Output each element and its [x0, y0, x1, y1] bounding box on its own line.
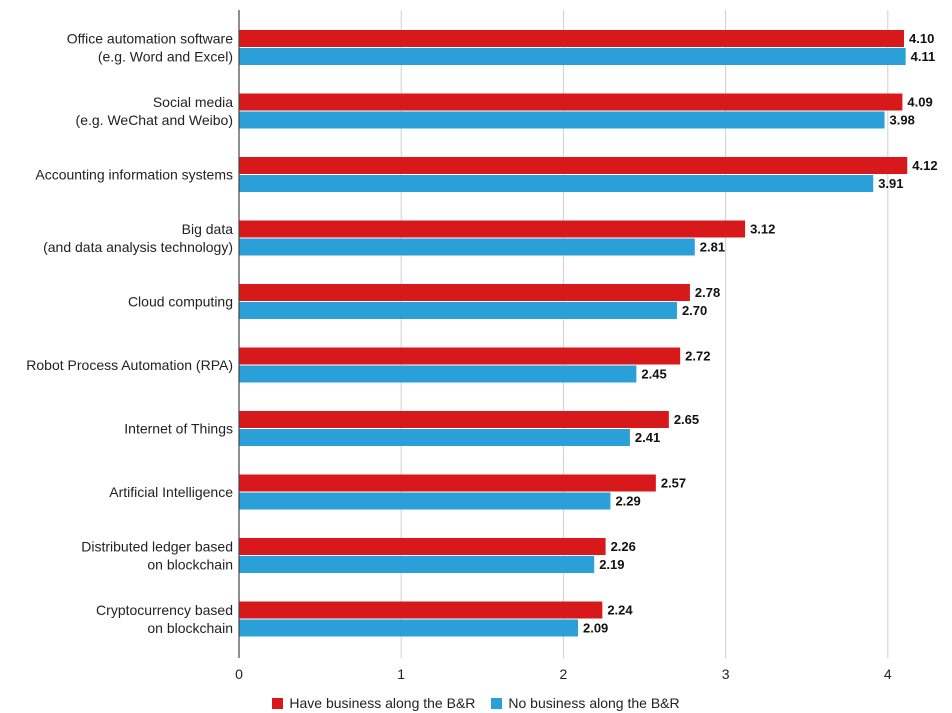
value-label: 2.24 [607, 603, 633, 618]
bar-no-business [239, 302, 677, 319]
category-label: Robot Process Automation (RPA) [26, 357, 233, 373]
bar-have-business [239, 157, 908, 174]
value-labels: 4.10 4.11 4.09 3.98 4.12 3.91 3.12 2.81 2.78 2.70… [583, 31, 938, 636]
value-label: 3.12 [750, 222, 775, 237]
value-label: 2.65 [674, 412, 699, 427]
category-labels: Office automation software (e.g. Word and… [26, 31, 233, 637]
value-label: 2.78 [695, 285, 720, 300]
value-label: 4.11 [911, 49, 936, 64]
category-label: Cryptocurrency based [96, 602, 233, 618]
legend-swatch-red [272, 697, 284, 709]
bar-no-business [239, 48, 906, 65]
bar-no-business [239, 238, 695, 256]
category-label: (e.g. WeChat and Weibo) [76, 112, 233, 128]
value-label: 2.72 [685, 349, 710, 364]
bar-have-business [239, 220, 746, 238]
value-label: 2.45 [641, 367, 666, 382]
bar-no-business [239, 492, 611, 510]
x-tick-label: 0 [235, 666, 243, 682]
value-label: 3.91 [878, 176, 903, 191]
bar-chart: 4.10 4.11 4.09 3.98 4.12 3.91 3.12 2.81 2.78 2.70… [26, 10, 938, 682]
value-label: 2.41 [635, 430, 660, 445]
value-label: 4.10 [909, 31, 934, 46]
category-label: Big data [182, 221, 234, 237]
category-label: Distributed ledger based [81, 539, 233, 555]
value-label: 2.81 [700, 240, 725, 255]
bar-have-business [239, 411, 669, 428]
bar-no-business [239, 365, 637, 383]
value-label: 3.98 [890, 113, 915, 128]
x-tick-label: 3 [722, 666, 730, 682]
category-label: on blockchain [147, 557, 233, 573]
legend-swatch-blue [491, 697, 503, 709]
bar-have-business [239, 601, 603, 619]
bar-no-business [239, 429, 630, 446]
value-label: 2.09 [583, 621, 608, 636]
bar-no-business [239, 111, 885, 129]
value-label: 2.57 [661, 476, 686, 491]
bar-no-business [239, 619, 578, 637]
category-label: Artificial Intelligence [109, 484, 233, 500]
legend-label-no-business: No business along the B&R [508, 695, 680, 711]
bar-have-business [239, 93, 903, 111]
bar-have-business [239, 538, 606, 555]
value-label: 2.19 [599, 557, 624, 572]
category-label: (and data analysis technology) [43, 239, 233, 255]
category-label: Accounting information systems [35, 167, 233, 183]
x-tick-label: 4 [884, 666, 892, 682]
category-label: Office automation software [67, 31, 233, 47]
x-tick-label: 1 [397, 666, 405, 682]
x-axis-ticks: 0 1 2 3 4 [235, 666, 892, 682]
bar-have-business [239, 284, 690, 301]
category-label: Cloud computing [128, 294, 233, 310]
category-label: (e.g. Word and Excel) [98, 49, 233, 65]
bar-have-business [239, 347, 681, 365]
x-tick-label: 2 [560, 666, 568, 682]
category-label: Internet of Things [124, 421, 233, 437]
bar-have-business [239, 30, 905, 47]
value-label: 2.29 [615, 494, 640, 509]
bars [239, 30, 908, 637]
legend-item-no-business: No business along the B&R [491, 693, 680, 713]
category-label: Social media [153, 94, 233, 110]
value-label: 2.70 [682, 303, 707, 318]
value-label: 4.09 [907, 95, 932, 110]
value-label: 4.12 [912, 158, 937, 173]
legend: Have business along the B&R No business … [0, 693, 952, 713]
bar-no-business [239, 556, 595, 573]
value-label: 2.26 [611, 539, 636, 554]
legend-label-have-business: Have business along the B&R [289, 695, 476, 711]
bar-have-business [239, 474, 656, 492]
bar-no-business [239, 175, 874, 192]
category-label: on blockchain [147, 620, 233, 636]
legend-item-have-business: Have business along the B&R [272, 693, 475, 713]
